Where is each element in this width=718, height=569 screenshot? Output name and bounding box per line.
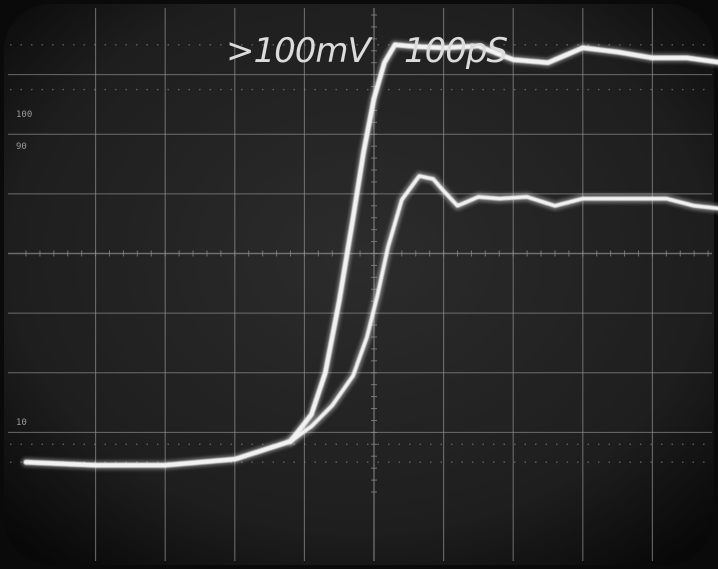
- marker-10-label: 10: [16, 418, 27, 428]
- graticule: [8, 8, 712, 561]
- traces: [21, 40, 718, 470]
- trace-line: [288, 174, 718, 444]
- marker-100-label: 100: [16, 110, 32, 120]
- time-scale-readout: 100pS: [404, 31, 507, 71]
- marker-90-label: 90: [16, 142, 27, 152]
- crt-face: [4, 4, 714, 565]
- trace-line: [23, 42, 718, 468]
- vertical-scale-readout: >100mV: [226, 31, 374, 71]
